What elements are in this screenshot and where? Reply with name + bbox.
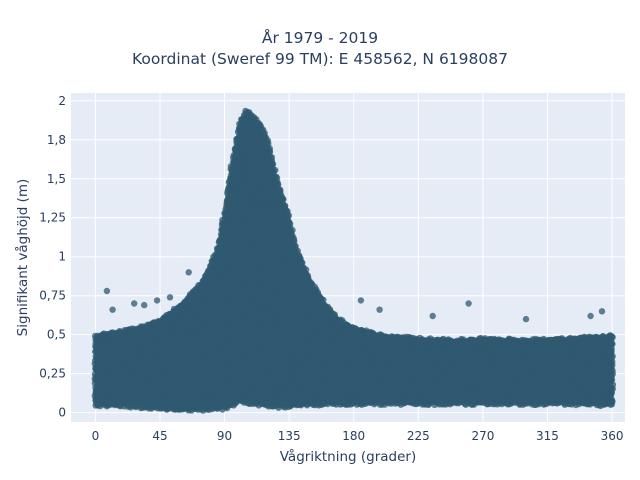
chart-title-line-1: År 1979 - 2019: [261, 29, 379, 47]
data-points: [91, 107, 617, 414]
chart-title: År 1979 - 2019 Koordinat (Sweref 99 TM):…: [0, 28, 640, 70]
chart-title-line-2: Koordinat (Sweref 99 TM): E 458562, N 61…: [132, 50, 508, 68]
